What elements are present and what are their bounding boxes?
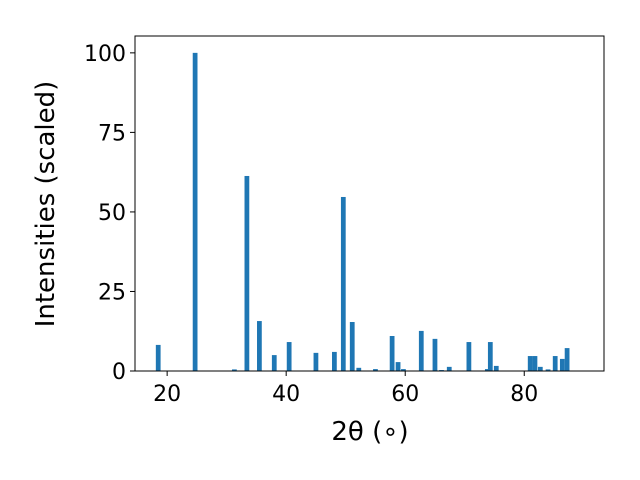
bar <box>349 322 355 371</box>
bar <box>564 348 570 371</box>
bar <box>340 196 346 371</box>
bar <box>532 356 538 371</box>
bar <box>356 367 362 371</box>
bar <box>559 358 565 371</box>
bar <box>395 362 401 371</box>
bar <box>545 369 551 371</box>
y-tick-label: 75 <box>98 121 126 146</box>
bar <box>537 366 543 371</box>
bar <box>286 342 292 371</box>
bar <box>487 342 493 371</box>
bar <box>373 369 378 371</box>
y-tick-label: 50 <box>98 201 126 226</box>
bar <box>493 365 499 371</box>
x-tick-label: 80 <box>510 382 538 407</box>
bar <box>155 344 161 371</box>
bar <box>332 351 337 371</box>
bar <box>232 369 237 371</box>
bar <box>244 175 250 371</box>
bar <box>432 338 438 371</box>
x-tick-label: 20 <box>153 382 181 407</box>
y-tick-label: 100 <box>84 42 126 67</box>
y-tick-label: 0 <box>112 360 126 385</box>
plot-frame <box>134 35 605 372</box>
x-tick-label: 60 <box>391 382 419 407</box>
y-axis-label: Intensities (scaled) <box>31 81 61 328</box>
bar <box>257 321 262 371</box>
bar <box>389 336 395 371</box>
bar <box>446 366 452 371</box>
bar <box>484 369 490 371</box>
bar <box>527 356 533 371</box>
bar <box>313 352 319 371</box>
bar <box>552 356 558 371</box>
bar <box>401 369 406 371</box>
bar <box>192 52 198 371</box>
bar <box>466 342 472 371</box>
bar <box>271 355 277 371</box>
x-axis-label: 2θ (∘) <box>331 417 408 447</box>
y-tick-label: 25 <box>98 280 126 305</box>
bar <box>418 330 424 371</box>
x-tick-label: 40 <box>272 382 300 407</box>
